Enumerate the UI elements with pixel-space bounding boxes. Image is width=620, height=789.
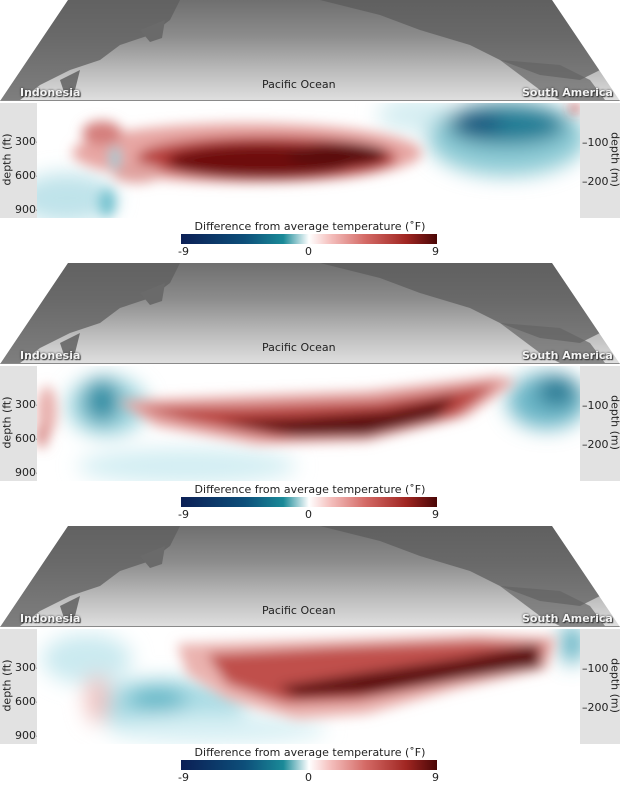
map-label-south-america: South America <box>522 349 613 362</box>
colorbar-mid: 0 <box>305 245 312 258</box>
y-tick-300ft: 300– <box>15 661 42 674</box>
panel-1: Indonesia Pacific Ocean South America de… <box>0 0 620 263</box>
y-axis-right-title: depth (m) <box>608 658 620 713</box>
y-tick-600ft: 600– <box>15 169 42 182</box>
y-axis-left-title: depth (ft) <box>0 396 14 449</box>
colorbar-mid: 0 <box>305 771 312 784</box>
colorbar-min: -9 <box>178 245 189 258</box>
y-tick-200m: –200 <box>582 701 609 714</box>
landmass-shapes <box>0 526 605 627</box>
panel-3: Indonesia Pacific Ocean South America de… <box>0 526 620 789</box>
temperature-anomaly-heatmap <box>37 629 580 744</box>
y-tick-900ft: 900– <box>15 203 42 216</box>
pacific-map: Indonesia Pacific Ocean South America <box>0 263 620 364</box>
temperature-anomaly-heatmap <box>37 103 580 218</box>
colorbar-max: 9 <box>432 508 439 521</box>
y-tick-200m: –200 <box>582 438 609 451</box>
y-tick-100m: –100 <box>582 662 609 675</box>
y-tick-200m: –200 <box>582 175 609 188</box>
map-label-pacific-ocean: Pacific Ocean <box>262 78 336 91</box>
colorbar-mid: 0 <box>305 508 312 521</box>
landmass-shapes <box>0 263 605 364</box>
y-tick-100m: –100 <box>582 136 609 149</box>
panel-2: Indonesia Pacific Ocean South America de… <box>0 263 620 526</box>
colorbar-min: -9 <box>178 508 189 521</box>
y-tick-600ft: 600– <box>15 695 42 708</box>
map-label-indonesia: Indonesia <box>20 86 81 99</box>
y-tick-100m: –100 <box>582 399 609 412</box>
y-axis-right-title: depth (m) <box>608 132 620 187</box>
map-edge <box>0 100 620 101</box>
legend-title: Difference from average temperature (˚F) <box>194 483 426 496</box>
y-tick-900ft: 900– <box>15 729 42 742</box>
y-tick-300ft: 300– <box>15 135 42 148</box>
colorbar-max: 9 <box>432 771 439 784</box>
depth-section: depth (ft) 300– 600– 900– <box>0 629 620 744</box>
y-axis-left-title: depth (ft) <box>0 133 14 186</box>
pacific-map: Indonesia Pacific Ocean South America <box>0 526 620 627</box>
colorbar <box>181 760 437 770</box>
y-tick-900ft: 900– <box>15 466 42 479</box>
depth-section: depth (ft) 300– 600– 900– <box>0 103 620 218</box>
colorbar-max: 9 <box>432 245 439 258</box>
map-label-south-america: South America <box>522 86 613 99</box>
colorbar <box>181 497 437 507</box>
temperature-anomaly-heatmap <box>37 366 580 481</box>
colorbar-min: -9 <box>178 771 189 784</box>
map-label-pacific-ocean: Pacific Ocean <box>262 604 336 617</box>
legend-title: Difference from average temperature (˚F) <box>194 220 426 233</box>
y-tick-300ft: 300– <box>15 398 42 411</box>
map-label-indonesia: Indonesia <box>20 612 81 625</box>
colorbar <box>181 234 437 244</box>
legend-title: Difference from average temperature (˚F) <box>194 746 426 759</box>
y-axis-left-title: depth (ft) <box>0 659 14 712</box>
landmass-shapes <box>0 0 605 101</box>
map-label-pacific-ocean: Pacific Ocean <box>262 341 336 354</box>
map-edge <box>0 363 620 364</box>
y-tick-600ft: 600– <box>15 432 42 445</box>
pacific-map: Indonesia Pacific Ocean South America <box>0 0 620 101</box>
y-axis-right-title: depth (m) <box>608 395 620 450</box>
map-label-indonesia: Indonesia <box>20 349 81 362</box>
map-edge <box>0 626 620 627</box>
depth-section: depth (ft) 300– 600– 900– <box>0 366 620 481</box>
map-label-south-america: South America <box>522 612 613 625</box>
